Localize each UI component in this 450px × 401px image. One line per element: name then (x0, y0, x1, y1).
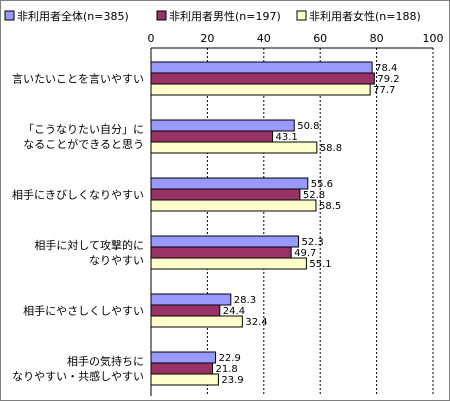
legend-label-2: 非利用者男性(n=197) (169, 9, 281, 23)
x-tick-label-60: 60 (313, 32, 327, 45)
bar-3-3 (150, 199, 317, 212)
data-label-1-2: 79.2 (377, 74, 399, 85)
data-label-3-3: 58.5 (319, 201, 341, 212)
legend-label-3: 非利用者女性(n=188) (309, 9, 421, 23)
bar-1-3 (150, 83, 371, 96)
x-tick-label-20: 20 (200, 32, 214, 45)
legend-label-1: 非利用者全体(n=385) (17, 9, 129, 23)
bar-6-3 (150, 373, 219, 386)
x-tick-label-80: 80 (370, 32, 384, 45)
data-label-4-2: 49.7 (294, 248, 316, 259)
data-label-4-3: 55.1 (309, 259, 331, 270)
x-tick-label-100: 100 (423, 32, 444, 45)
bar-2-1 (150, 119, 295, 132)
legend-swatch-2 (156, 10, 167, 21)
bar-4-1 (150, 235, 299, 248)
bar-6-1 (150, 351, 217, 364)
category-label-3: 相手にきびしくなりやすい (12, 188, 144, 202)
bar-1-1 (150, 61, 373, 74)
data-label-6-3: 23.9 (221, 375, 243, 386)
data-label-3-1: 55.6 (311, 179, 333, 190)
data-label-4-1: 52.3 (301, 237, 323, 248)
data-label-5-1: 28.3 (234, 295, 256, 306)
bar-2-3 (150, 141, 318, 154)
bar-3-2 (150, 188, 301, 201)
data-label-2-2: 43.1 (276, 132, 298, 143)
bar-5-1 (150, 293, 232, 306)
data-label-5-2: 24.4 (223, 306, 245, 317)
bar-1-2 (150, 72, 375, 85)
data-label-1-1: 78.4 (375, 63, 397, 74)
bar-5-3 (150, 315, 243, 328)
bar-4-3 (150, 257, 307, 270)
data-label-1-3: 77.7 (373, 85, 395, 96)
category-label-2: 「こうなりたい自分」になることができると思う (23, 123, 144, 151)
category-label-1: 言いたいことを言いやすい (12, 73, 144, 86)
data-label-6-2: 21.8 (215, 364, 237, 375)
category-label-4: 相手に対して攻撃的になりやすい (34, 238, 144, 267)
legend-swatch-3 (296, 10, 307, 21)
data-label-2-3: 58.8 (320, 143, 342, 154)
data-label-3-2: 52.8 (303, 190, 325, 201)
bar-3-1 (150, 177, 309, 190)
data-label-2-1: 50.8 (297, 121, 319, 132)
x-tick-label-0: 0 (148, 32, 155, 45)
bar-6-2 (150, 362, 213, 375)
bar-5-2 (150, 304, 221, 317)
data-label-6-1: 22.9 (219, 353, 241, 364)
category-label-5: 相手にやさしくしやすい (23, 304, 144, 318)
bar-2-2 (150, 130, 274, 143)
category-label-6: 相手の気持ちになりやすい・共感しやすい (12, 354, 144, 383)
data-label-5-3: 32.4 (245, 317, 267, 328)
x-tick-label-40: 40 (257, 32, 271, 45)
legend-swatch-1 (4, 10, 15, 21)
bar-4-2 (150, 246, 292, 259)
